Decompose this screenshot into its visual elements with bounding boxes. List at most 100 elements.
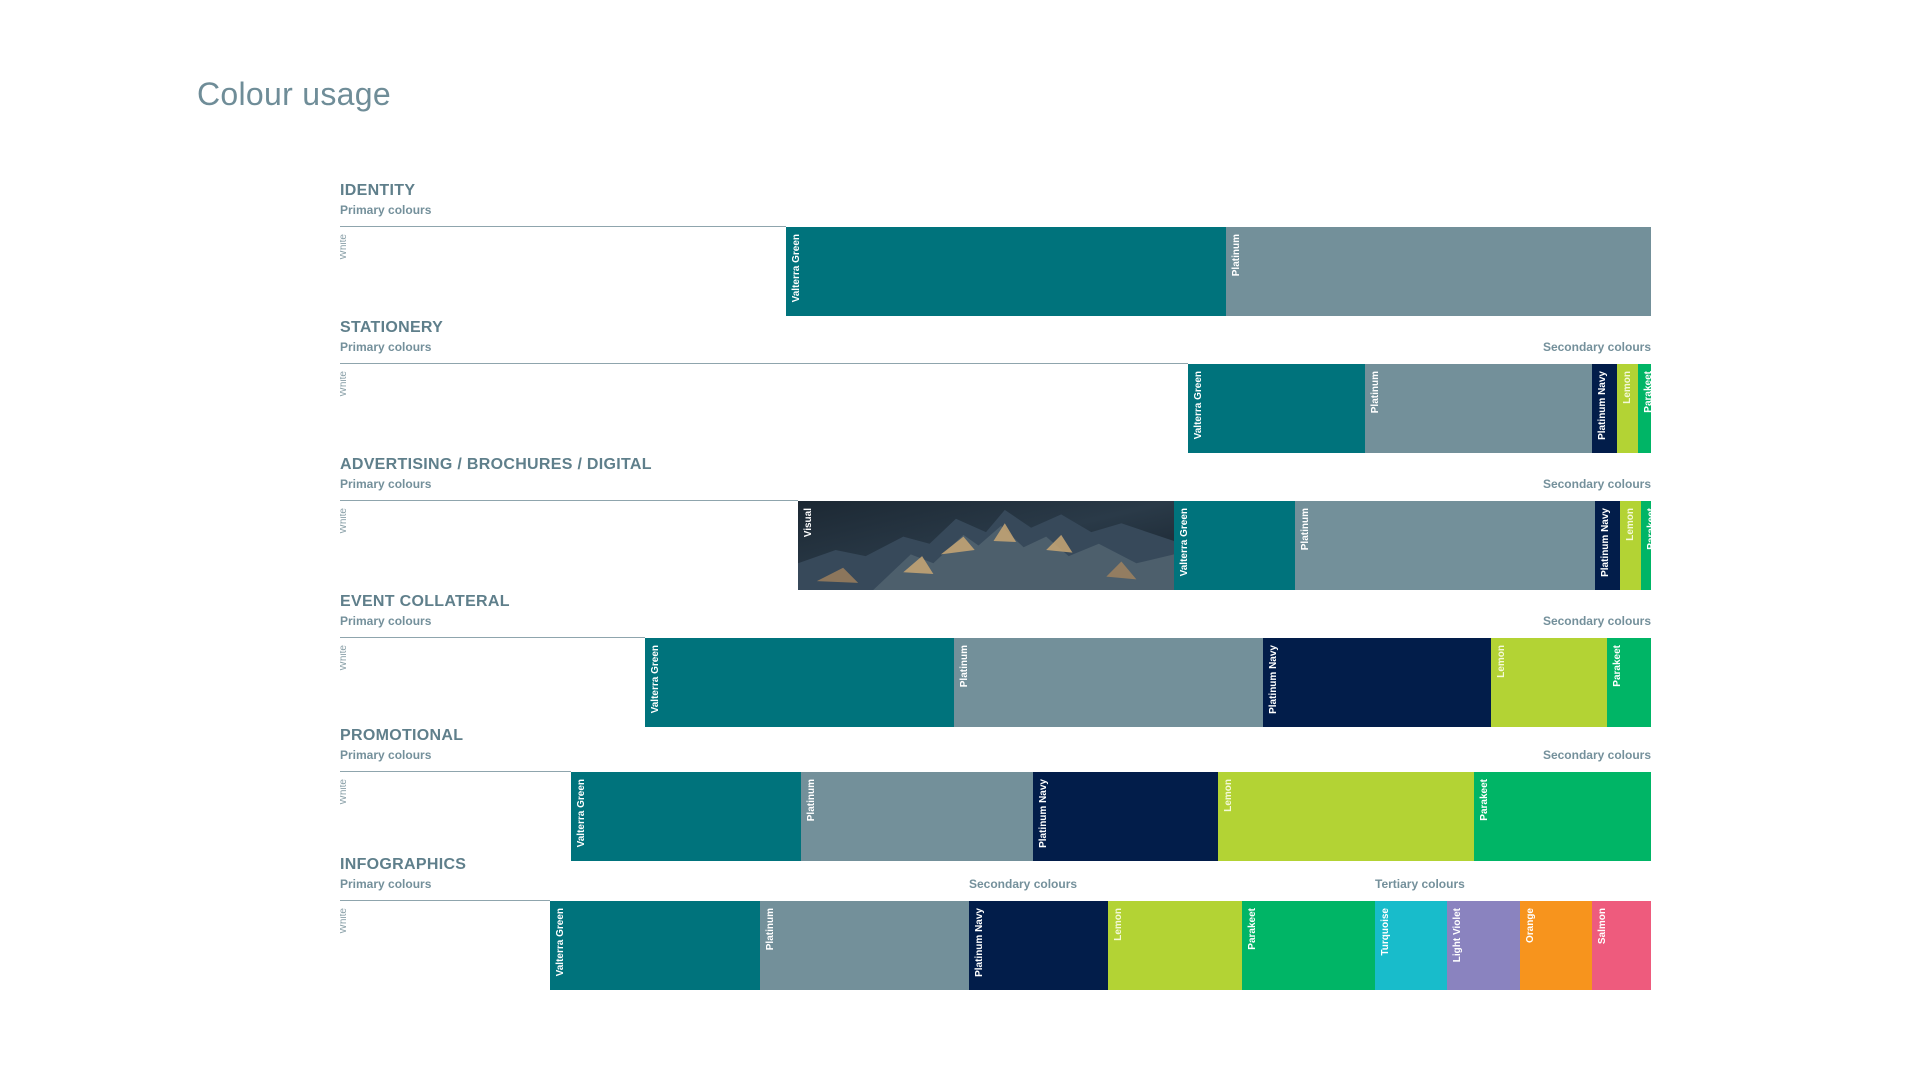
divider-line (340, 771, 571, 772)
swatch-platinum-navy: Platinum Navy (1263, 638, 1491, 727)
swatch-label: Parakeet (1479, 779, 1490, 821)
primary-colours-label: Primary colours (340, 203, 432, 217)
section-promotional: PROMOTIONAL Primary colours Secondary colo… (340, 727, 1651, 861)
swatch-label: Valterra Green (650, 645, 661, 714)
colour-bar: White Visual Valterra Green Platinum Platinu… (340, 501, 1651, 590)
swatch-label: Valterra Green (1193, 371, 1204, 440)
swatch-valterra-green: Valterra Green (571, 772, 801, 861)
section-identity: IDENTITY Primary colours White Valterra Gre… (340, 182, 1651, 316)
tertiary-colours-label: Tertiary colours (1375, 877, 1465, 891)
colour-bar: White Valterra Green Platinum Platinum Navy… (340, 901, 1651, 990)
swatch-label: Platinum Navy (1597, 371, 1608, 440)
swatch-white: White (340, 501, 798, 590)
swatch-label: Visual (803, 508, 814, 538)
swatch-platinum: Platinum (1295, 501, 1595, 590)
colour-bar: White Valterra Green Platinum (340, 227, 1651, 316)
swatch-white: White (340, 772, 571, 861)
swatch-parakeet: Parakeet (1474, 772, 1651, 861)
swatch-platinum: Platinum (1365, 364, 1592, 453)
swatch-label: White (340, 908, 349, 934)
primary-colours-label: Primary colours (340, 877, 432, 891)
secondary-colours-label: Secondary colours (1542, 614, 1651, 628)
swatch-label: Platinum (1370, 371, 1381, 414)
section-stationery: STATIONERY Primary colours Secondary colou… (340, 319, 1651, 453)
swatch-label: White (340, 779, 349, 805)
swatch-white: White (340, 227, 786, 316)
swatch-valterra-green: Valterra Green (645, 638, 954, 727)
swatch-label: Light Violet (1452, 908, 1463, 963)
swatch-white: White (340, 638, 645, 727)
secondary-colours-label: Secondary colours (1542, 340, 1651, 354)
swatch-label: White (340, 508, 349, 534)
swatch-label: Lemon (1223, 779, 1234, 812)
swatch-label: Parakeet (1612, 645, 1623, 687)
divider-line (340, 900, 550, 901)
swatch-platinum-navy: Platinum Navy (1595, 501, 1620, 590)
swatch-label: Parakeet (1247, 908, 1258, 950)
swatch-lemon: Lemon (1108, 901, 1242, 990)
swatch-label: Platinum (959, 645, 970, 688)
swatch-label: Valterra Green (576, 779, 587, 848)
swatch-label: Platinum Navy (974, 908, 985, 977)
swatch-parakeet: Parakeet (1641, 501, 1651, 590)
swatch-label: Lemon (1622, 371, 1633, 404)
section-title: PROMOTIONAL (340, 727, 464, 744)
swatch-parakeet: Parakeet (1638, 364, 1651, 453)
section-event-collateral: EVENT COLLATERAL Primary colours Secondary… (340, 593, 1651, 727)
swatch-white: White (340, 364, 1188, 453)
divider-line (340, 363, 1188, 364)
swatch-label: Valterra Green (1179, 508, 1190, 577)
swatch-label: Platinum (1231, 234, 1242, 277)
swatch-label: Lemon (1113, 908, 1124, 941)
secondary-colours-label: Secondary colours (1542, 748, 1651, 762)
swatch-turquoise: Turquoise (1375, 901, 1447, 990)
swatch-lemon: Lemon (1218, 772, 1474, 861)
swatch-white: White (340, 901, 550, 990)
section-title: STATIONERY (340, 319, 444, 336)
section-advertising-brochures-digital: ADVERTISING / BROCHURES / DIGITAL Primary… (340, 456, 1651, 590)
swatch-label: Lemon (1625, 508, 1636, 541)
swatch-label: Platinum (765, 908, 776, 951)
swatch-platinum: Platinum (954, 638, 1263, 727)
primary-colours-label: Primary colours (340, 748, 432, 762)
swatch-lemon: Lemon (1617, 364, 1638, 453)
section-title: IDENTITY (340, 182, 416, 199)
swatch-label: Platinum (1300, 508, 1311, 551)
swatch-visual: Visual (798, 501, 1174, 590)
secondary-colours-label: Secondary colours (1542, 477, 1651, 491)
swatch-valterra-green: Valterra Green (550, 901, 760, 990)
swatch-label: Valterra Green (555, 908, 566, 977)
section-infographics: INFOGRAPHICS Primary colours Secondary col… (340, 856, 1651, 990)
primary-colours-label: Primary colours (340, 477, 432, 491)
swatch-platinum: Platinum (760, 901, 969, 990)
swatch-parakeet: Parakeet (1607, 638, 1651, 727)
swatch-light-violet: Light Violet (1447, 901, 1520, 990)
swatch-platinum-navy: Platinum Navy (969, 901, 1108, 990)
swatch-label: Valterra Green (791, 234, 802, 303)
swatch-orange: Orange (1520, 901, 1592, 990)
mountain-visual-image (798, 501, 1174, 590)
secondary-colours-label: Secondary colours (969, 877, 1078, 891)
swatch-label: Platinum (806, 779, 817, 822)
swatch-label: Parakeet (1646, 508, 1651, 550)
swatch-platinum: Platinum (801, 772, 1033, 861)
swatch-salmon: Salmon (1592, 901, 1651, 990)
colour-bar: White Valterra Green Platinum Platinum Navy… (340, 638, 1651, 727)
swatch-label: Lemon (1496, 645, 1507, 678)
divider-line (340, 637, 645, 638)
swatch-valterra-green: Valterra Green (1188, 364, 1365, 453)
swatch-platinum: Platinum (1226, 227, 1651, 316)
swatch-parakeet: Parakeet (1242, 901, 1375, 990)
section-title: ADVERTISING / BROCHURES / DIGITAL (340, 456, 652, 473)
swatch-lemon: Lemon (1620, 501, 1641, 590)
swatch-label: Platinum Navy (1600, 508, 1611, 577)
primary-colours-label: Primary colours (340, 340, 432, 354)
swatch-label: White (340, 234, 349, 260)
colour-bar: White Valterra Green Platinum Platinum Navy… (340, 772, 1651, 861)
swatch-label: White (340, 645, 349, 671)
swatch-lemon: Lemon (1491, 638, 1607, 727)
divider-line (340, 226, 786, 227)
section-title: EVENT COLLATERAL (340, 593, 510, 610)
swatch-label: Platinum Navy (1268, 645, 1279, 714)
page-title: Colour usage (197, 76, 391, 112)
